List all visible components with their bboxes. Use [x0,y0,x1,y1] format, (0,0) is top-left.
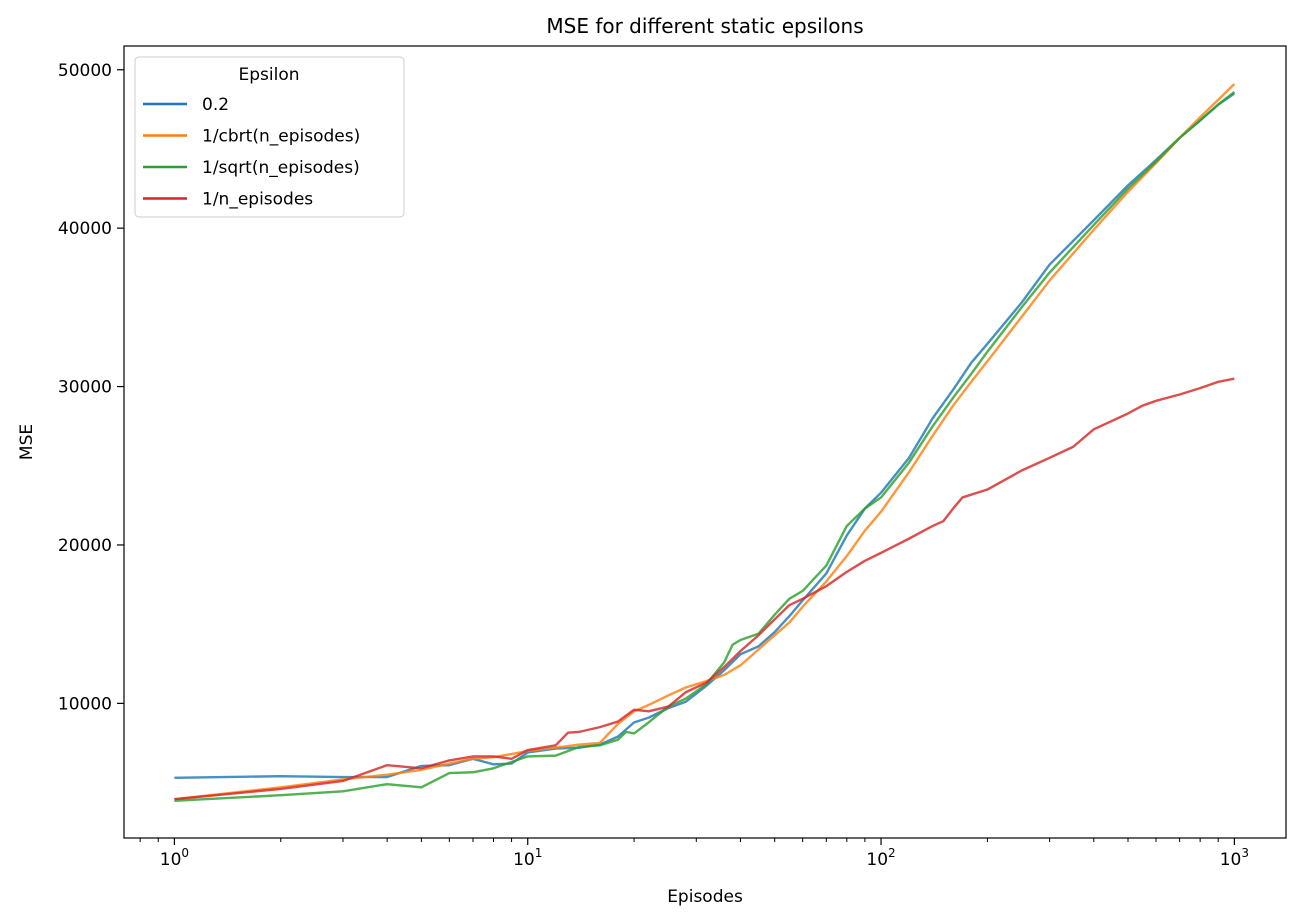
x-tick-label: 103 [1220,846,1249,870]
x-tick-label: 102 [866,846,895,870]
y-tick-label: 40000 [58,219,112,239]
x-tick-label: 100 [160,846,189,870]
plot-lines [174,83,1236,802]
y-tick-label: 50000 [58,61,112,81]
y-axis-label: MSE [17,424,37,460]
y-tick-label: 20000 [58,536,112,556]
y-tick-label: 30000 [58,378,112,398]
legend-label-0: 0.2 [202,95,229,115]
chart-title: MSE for different static epsilons [546,14,863,38]
legend-title: Epsilon [238,65,299,85]
legend-label-3: 1/n_episodes [202,190,313,210]
series-line-3 [174,377,1235,801]
y-tick-label: 10000 [58,694,112,714]
legend-label-2: 1/sqrt(n_episodes) [202,158,360,178]
x-axis-ticks: 100 101 102 103 [139,838,1249,870]
legend: Epsilon 0.2 1/cbrt(n_episodes) 1/sqrt(n_ep… [134,56,405,218]
legend-label-1: 1/cbrt(n_episodes) [202,127,360,147]
series-line-2 [174,90,1236,802]
plot-frame [123,45,1287,839]
y-axis-ticks: 10000 20000 30000 40000 50000 [58,61,124,714]
x-tick-label: 101 [513,846,542,870]
legend-items: 0.2 1/cbrt(n_episodes) 1/sqrt(n_episodes) 1… [143,95,360,210]
series-line-0 [174,92,1236,780]
x-axis-label: Episodes [667,887,743,907]
legend-box [134,56,405,218]
